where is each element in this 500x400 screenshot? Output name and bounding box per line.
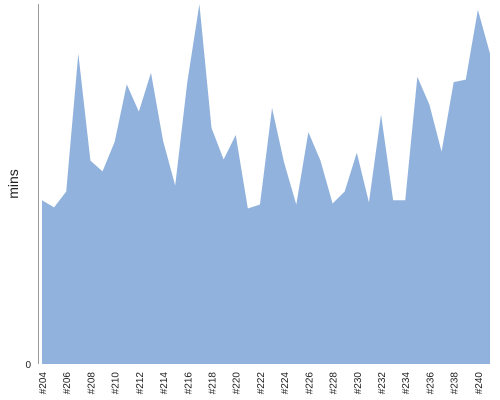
x-tick-label-220: #220 — [232, 372, 243, 395]
x-tick-label-226: #226 — [304, 372, 315, 395]
x-tick-label-222: #222 — [256, 372, 267, 395]
x-tick-label-230: #230 — [353, 372, 364, 395]
x-tick-label-212: #212 — [135, 372, 146, 395]
y-tick-label-0: 0 — [25, 360, 31, 371]
x-tick-label-238: #238 — [450, 372, 461, 395]
x-tick-label-210: #210 — [111, 372, 122, 395]
x-tick-label-208: #208 — [86, 372, 97, 395]
x-tick-label-232: #232 — [377, 372, 388, 395]
x-tick-label-216: #216 — [183, 372, 194, 395]
x-tick-label-236: #236 — [425, 372, 436, 395]
x-tick-label-204: #204 — [38, 372, 49, 395]
x-tick-label-234: #234 — [401, 372, 412, 395]
x-tick-label-240: #240 — [474, 372, 485, 395]
y-axis-label: mins — [5, 169, 21, 199]
x-tick-label-214: #214 — [159, 372, 170, 395]
x-tick-label-218: #218 — [208, 372, 219, 395]
x-tick-label-206: #206 — [62, 372, 73, 395]
plot-area — [42, 4, 490, 364]
x-tick-label-224: #224 — [280, 372, 291, 395]
area-series — [42, 4, 490, 364]
x-tick-labels: #204 #206 #208 #210 #212 #214 #216 #218 #220 #222… — [38, 372, 485, 395]
x-tick-label-228: #228 — [329, 372, 340, 395]
